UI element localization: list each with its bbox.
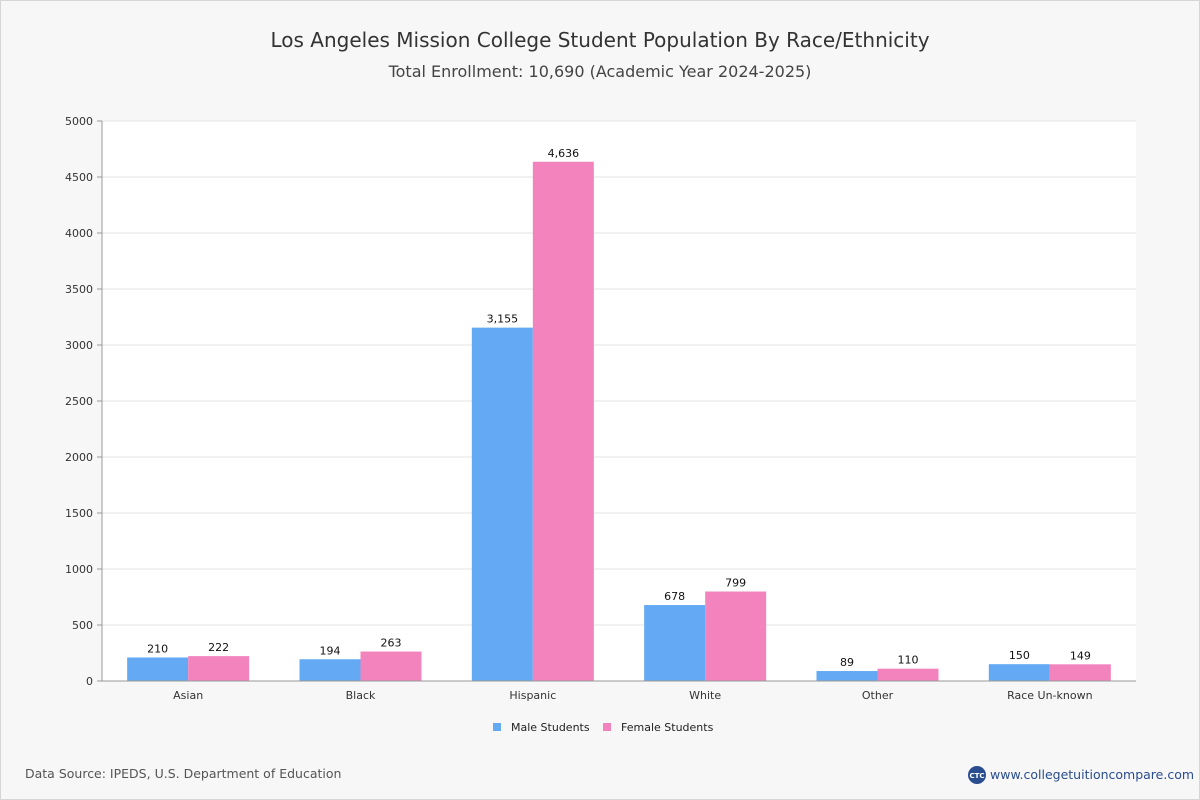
website-link[interactable]: www.collegetuitioncompare.com: [990, 767, 1194, 782]
data-label: 678: [664, 590, 685, 603]
x-category-label: Black: [346, 689, 376, 702]
data-label: 4,636: [548, 147, 580, 160]
y-tick-label: 5000: [65, 115, 93, 128]
y-tick-label: 1000: [65, 563, 93, 576]
chart-subtitle: Total Enrollment: 10,690 (Academic Year …: [388, 62, 812, 81]
x-category-label: Hispanic: [509, 689, 556, 702]
y-tick-label: 2500: [65, 395, 93, 408]
x-category-label: White: [689, 689, 721, 702]
x-category-label: Asian: [173, 689, 203, 702]
x-category-label: Other: [862, 689, 894, 702]
data-source-note: Data Source: IPEDS, U.S. Department of E…: [25, 766, 341, 781]
y-tick-label: 1500: [65, 507, 93, 520]
bar-female: [532, 161, 594, 681]
y-tick-label: 0: [86, 675, 93, 688]
legend-swatch-female: [603, 723, 611, 731]
data-label: 110: [898, 654, 919, 667]
bar-female: [1049, 664, 1111, 681]
legend-label-male: Male Students: [511, 721, 590, 734]
data-label: 210: [147, 642, 168, 655]
ctc-logo-icon: [968, 766, 986, 784]
bar-female: [877, 668, 939, 681]
x-category-label: Race Un-known: [1007, 689, 1093, 702]
y-tick-label: 500: [72, 619, 93, 632]
y-tick-label: 2000: [65, 451, 93, 464]
data-label: 263: [381, 637, 402, 650]
legend-label-female: Female Students: [621, 721, 714, 734]
bar-male: [988, 664, 1050, 681]
legend: Male Students Female Students: [493, 721, 714, 734]
y-tick-label: 4500: [65, 171, 93, 184]
bar-female: [360, 651, 422, 681]
legend-swatch-male: [493, 723, 501, 731]
data-label: 150: [1009, 649, 1030, 662]
bar-female: [705, 591, 767, 681]
y-tick-label: 4000: [65, 227, 93, 240]
bar-female: [188, 656, 250, 681]
data-label: 222: [208, 641, 229, 654]
bar-male: [127, 657, 189, 681]
site-logo[interactable]: CTC www.collegetuitioncompare.com: [968, 766, 1194, 784]
chart-title: Los Angeles Mission College Student Popu…: [270, 28, 929, 52]
data-label: 3,155: [487, 313, 519, 326]
ctc-logo-text: CTC: [969, 772, 984, 780]
gridlines: [102, 120, 1136, 626]
y-tick-label: 3500: [65, 283, 93, 296]
bar-male: [644, 605, 706, 681]
axes: 0 500 1000 1500 2000 2500 3000 3500 4000 4500 5000…: [65, 115, 1136, 702]
bars: 210 222 194 263 3,155 4,636 678 799 89 110 150 149: [127, 147, 1111, 681]
bar-male: [816, 671, 878, 681]
data-label: 194: [320, 644, 341, 657]
data-label: 799: [725, 577, 746, 590]
y-tick-label: 3000: [65, 339, 93, 352]
data-label: 149: [1070, 649, 1091, 662]
bar-male: [471, 327, 533, 681]
bar-male: [299, 659, 361, 681]
data-label: 89: [840, 656, 854, 669]
